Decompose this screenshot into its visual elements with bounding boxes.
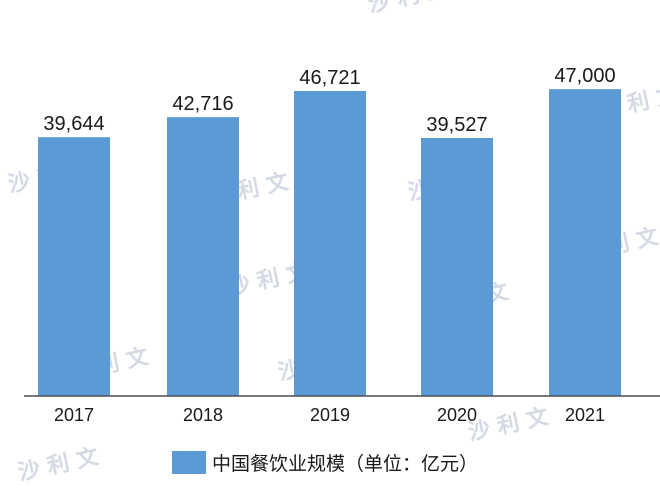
- data-label-2020: 39,527: [426, 114, 487, 136]
- data-label-2017: 39,644: [43, 113, 104, 135]
- x-tick-labels-group: 2017 2018 2019 2020 2021: [54, 405, 605, 425]
- data-label-2019: 46,721: [299, 67, 360, 89]
- bar-2018: [167, 117, 239, 397]
- bar-2021: [549, 89, 621, 397]
- watermark-text: 沙 利 文: [466, 403, 552, 446]
- watermark-text: 沙 利 文: [16, 443, 102, 486]
- data-label-2021: 47,000: [554, 65, 615, 87]
- x-tick-2017: 2017: [54, 405, 94, 425]
- legend-label: 中国餐饮业规模（单位：亿元）: [212, 453, 478, 475]
- legend: 中国餐饮业规模（单位：亿元）: [172, 451, 478, 475]
- x-tick-2021: 2021: [565, 405, 605, 425]
- bar-2020: [421, 137, 493, 396]
- x-tick-2019: 2019: [310, 405, 350, 425]
- data-label-2018: 42,716: [172, 93, 233, 115]
- bar-2019: [294, 91, 366, 396]
- x-tick-2020: 2020: [437, 405, 477, 425]
- data-labels-group: 39,644 42,716 46,721 39,527 47,000: [43, 65, 615, 136]
- bars-group: [38, 89, 621, 397]
- x-tick-2018: 2018: [183, 405, 223, 425]
- legend-swatch: [172, 451, 206, 474]
- watermark-text: 沙 利 文: [366, 0, 452, 18]
- bar-2017: [38, 137, 110, 396]
